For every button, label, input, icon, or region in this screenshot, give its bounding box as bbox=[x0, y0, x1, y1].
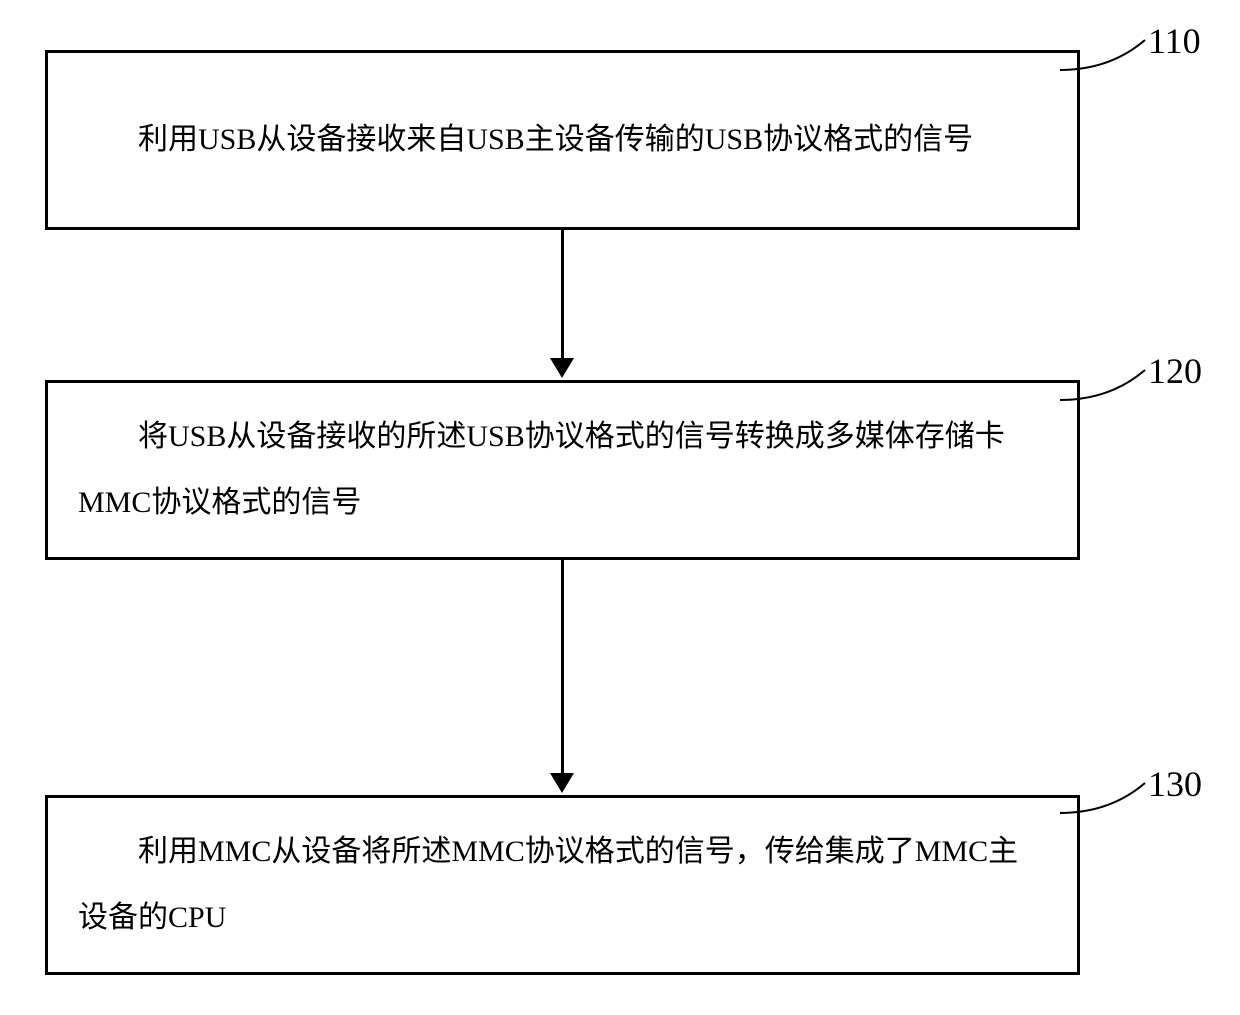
leader-110 bbox=[1060, 35, 1155, 75]
arrow-2-3 bbox=[550, 773, 574, 793]
flow-box-3-text: 利用MMC从设备将所述MMC协议格式的信号，传给集成了MMC主设备的CPU bbox=[78, 819, 1047, 951]
label-120: 120 bbox=[1148, 350, 1202, 392]
flow-box-1-text: 利用USB从设备接收来自USB主设备传输的USB协议格式的信号 bbox=[78, 107, 1047, 173]
connector-2-3 bbox=[561, 560, 564, 775]
leader-130 bbox=[1060, 778, 1155, 818]
leader-120 bbox=[1060, 365, 1155, 405]
flow-box-2: 将USB从设备接收的所述USB协议格式的信号转换成多媒体存储卡MMC协议格式的信… bbox=[45, 380, 1080, 560]
label-110: 110 bbox=[1148, 20, 1201, 62]
flow-box-3: 利用MMC从设备将所述MMC协议格式的信号，传给集成了MMC主设备的CPU bbox=[45, 795, 1080, 975]
flow-box-2-text: 将USB从设备接收的所述USB协议格式的信号转换成多媒体存储卡MMC协议格式的信… bbox=[78, 404, 1047, 536]
connector-1-2 bbox=[561, 230, 564, 360]
flowchart-container: 利用USB从设备接收来自USB主设备传输的USB协议格式的信号 110 将USB… bbox=[0, 0, 1240, 1015]
flow-box-1: 利用USB从设备接收来自USB主设备传输的USB协议格式的信号 bbox=[45, 50, 1080, 230]
arrow-1-2 bbox=[550, 358, 574, 378]
label-130: 130 bbox=[1148, 763, 1202, 805]
